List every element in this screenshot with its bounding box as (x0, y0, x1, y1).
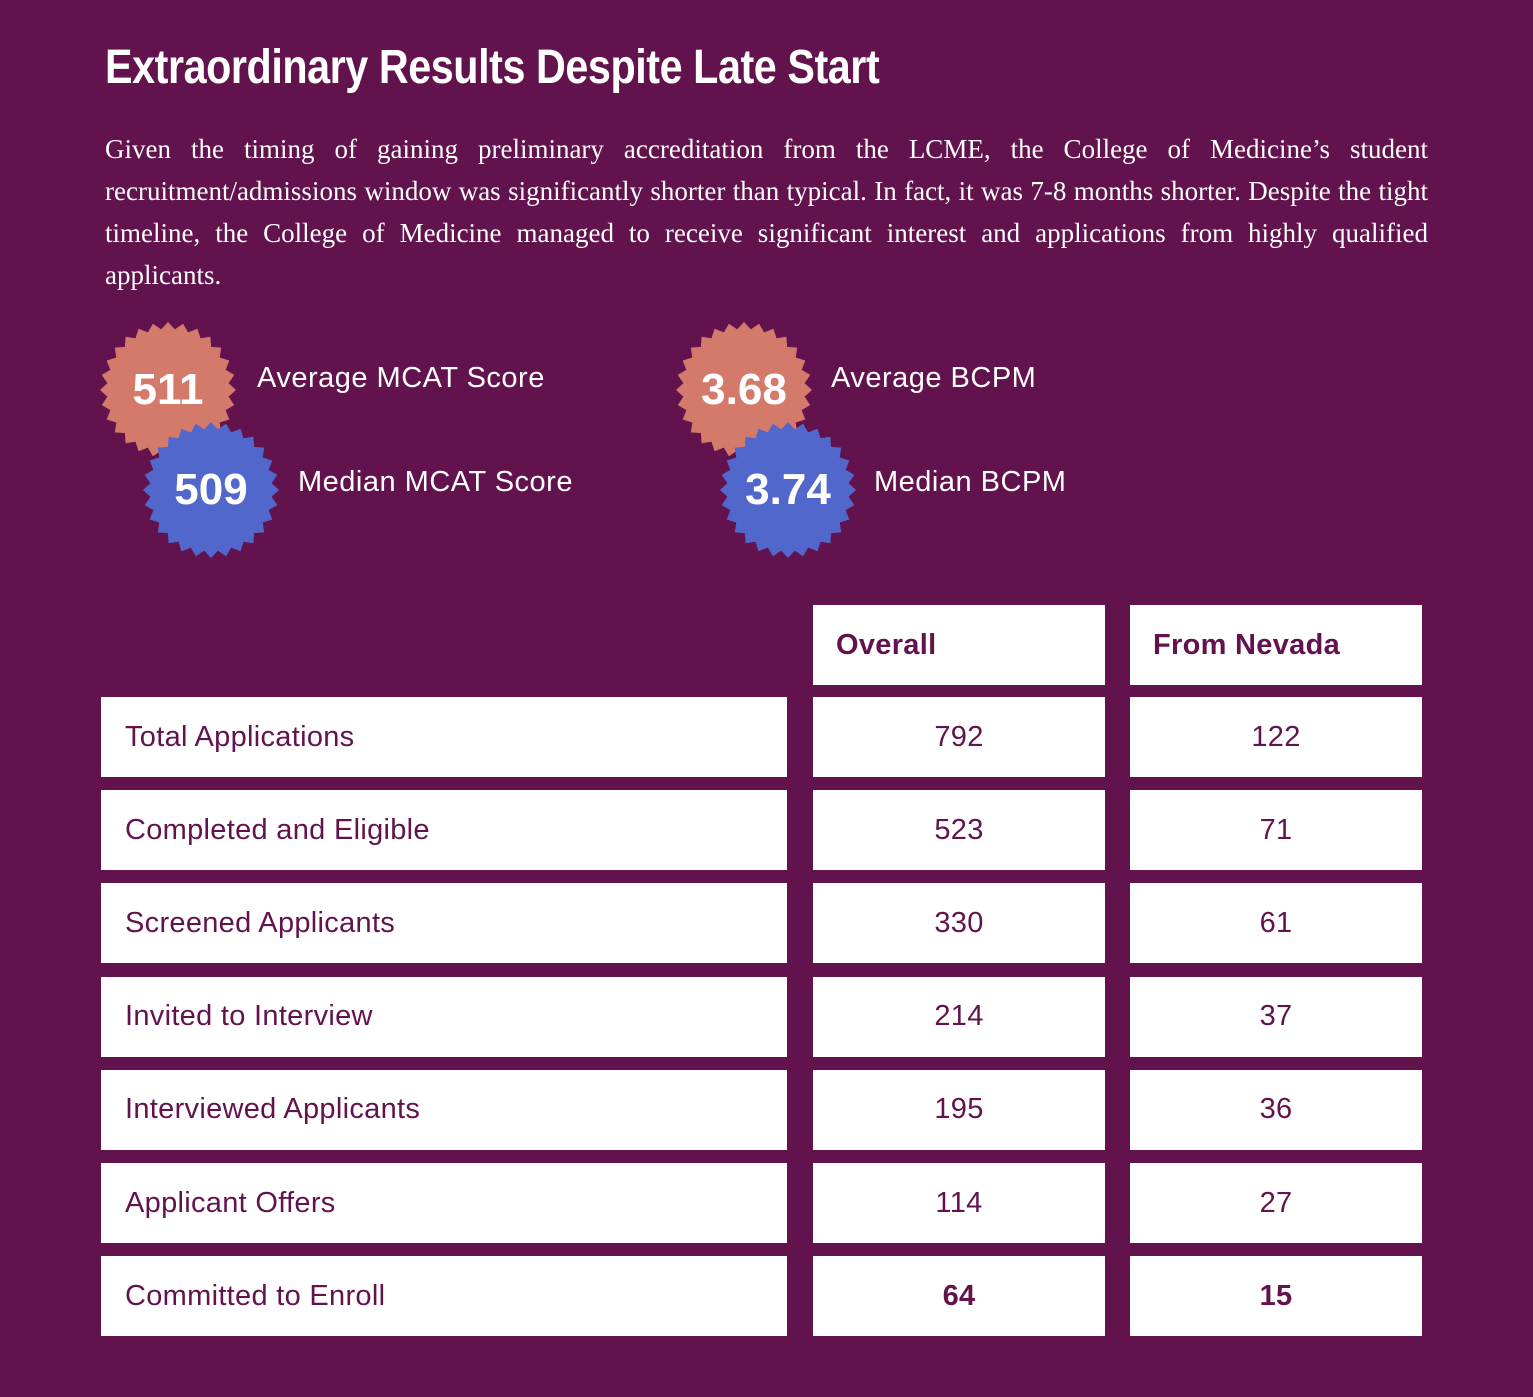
header-from-nevada: From Nevada (1130, 605, 1422, 685)
row-label: Interviewed Applicants (101, 1069, 787, 1150)
header-overall: Overall (813, 605, 1105, 685)
cell-overall: 64 (813, 1256, 1105, 1337)
median-badge: 509 (143, 422, 279, 558)
cell-nevada: 37 (1130, 976, 1422, 1057)
row-label: Invited to Interview (101, 976, 787, 1057)
cell-overall: 523 (813, 790, 1105, 871)
stat-value: 3.68 (701, 365, 787, 414)
row-label: Committed to Enroll (101, 1256, 787, 1337)
row-label: Applicant Offers (101, 1163, 787, 1243)
starburst-icon (143, 422, 279, 558)
cell-overall: 195 (813, 1069, 1105, 1150)
stat-value: 509 (174, 465, 248, 514)
cell-nevada: 36 (1130, 1069, 1422, 1150)
cell-overall: 214 (813, 976, 1105, 1057)
intro-paragraph: Given the timing of gaining preliminary … (105, 134, 1428, 290)
starburst-icon (676, 322, 812, 458)
stat-label: Median BCPM (874, 466, 1067, 498)
cell-overall: 330 (813, 883, 1105, 964)
stat-value: 3.74 (745, 465, 831, 514)
average-badge: 511 (100, 322, 236, 458)
stat-value: 511 (132, 365, 204, 414)
cell-overall: 114 (813, 1163, 1105, 1243)
median-badge: 3.74 (720, 422, 856, 558)
starburst-icon (720, 422, 856, 558)
cell-nevada: 71 (1130, 790, 1422, 871)
stat-label: Average MCAT Score (257, 362, 545, 394)
cell-nevada: 27 (1130, 1163, 1422, 1243)
average-badge: 3.68 (676, 322, 812, 458)
row-label: Completed and Eligible (101, 790, 787, 871)
stat-label: Median MCAT Score (298, 466, 573, 498)
starburst-icon (100, 322, 236, 458)
row-label: Screened Applicants (101, 883, 787, 964)
cell-nevada: 122 (1130, 697, 1422, 777)
stat-label: Average BCPM (831, 362, 1037, 394)
page-title: Extraordinary Results Despite Late Start (105, 41, 880, 94)
cell-nevada: 61 (1130, 883, 1422, 964)
row-label: Total Applications (101, 697, 787, 777)
cell-overall: 792 (813, 697, 1105, 777)
cell-nevada: 15 (1130, 1256, 1422, 1337)
